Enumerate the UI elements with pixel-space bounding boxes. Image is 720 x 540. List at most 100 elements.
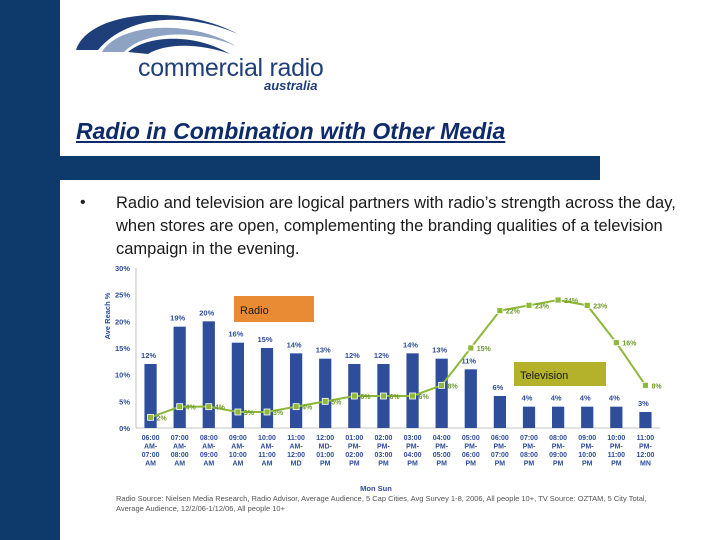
x-tick-label: PM xyxy=(349,461,360,468)
logo: commercial radio australia xyxy=(68,2,368,98)
radio-bar-label: 12% xyxy=(141,351,156,360)
television-point-label: 15% xyxy=(477,346,492,353)
y-tick-label: 20% xyxy=(115,317,130,326)
x-tick-label: PM- xyxy=(377,444,391,451)
x-tick-label: 06:00 xyxy=(142,435,160,442)
radio-bar xyxy=(406,353,419,428)
x-tick-label: PM xyxy=(611,461,622,468)
television-point xyxy=(642,381,649,389)
radio-bar xyxy=(435,358,448,428)
x-tick-label: AM- xyxy=(260,444,274,451)
radio-bar-label: 14% xyxy=(403,340,418,349)
radio-bar xyxy=(231,342,245,428)
x-tick-label: 07:00 xyxy=(171,435,189,442)
television-point-label: 23% xyxy=(535,303,550,310)
x-tick-label: 07:00 xyxy=(142,452,160,459)
television-point xyxy=(176,403,184,411)
radio-bar-label: 16% xyxy=(228,330,243,339)
radio-bar xyxy=(610,406,623,428)
left-navy-band xyxy=(0,0,60,540)
television-point-label: 6% xyxy=(389,394,400,401)
television-point xyxy=(525,301,533,309)
television-point xyxy=(612,339,620,347)
television-point-label: 22% xyxy=(506,309,521,316)
x-tick-label: 08:00 xyxy=(549,435,567,442)
x-tick-label: 09:00 xyxy=(578,435,596,442)
radio-bar-label: 15% xyxy=(257,335,272,344)
x-tick-label: PM xyxy=(582,461,593,468)
television-point xyxy=(205,403,213,411)
radio-bar xyxy=(639,412,652,428)
radio-bar-label: 14% xyxy=(287,340,302,349)
radio-bar-label: 13% xyxy=(432,346,447,355)
television-point xyxy=(409,392,416,400)
slide-title: Radio in Combination with Other Media xyxy=(76,118,506,144)
television-point-label: 8% xyxy=(448,383,459,390)
television-point-label: 6% xyxy=(419,394,430,401)
radio-bar-label: 19% xyxy=(170,314,185,323)
x-tick-label: AM- xyxy=(202,444,216,451)
radio-bar xyxy=(144,364,157,428)
x-tick-label: AM- xyxy=(144,444,158,451)
x-tick-label: AM xyxy=(203,461,214,468)
television-point xyxy=(496,307,504,315)
radio-bar xyxy=(581,406,594,428)
x-tick-label: 10:00 xyxy=(578,452,596,459)
television-point-label: 4% xyxy=(186,405,197,412)
television-point-label: 23% xyxy=(593,303,608,310)
x-tick-label: AM xyxy=(232,461,243,468)
x-tick-label: 11:00 xyxy=(637,435,655,442)
x-tick-label: AM xyxy=(145,461,156,468)
y-tick-label: 25% xyxy=(115,291,130,300)
television-point-label: 16% xyxy=(622,341,637,348)
x-tick-label: AM- xyxy=(290,444,304,451)
title-rule xyxy=(60,156,600,180)
y-tick-label: 5% xyxy=(119,397,130,406)
x-tick-label: 02:00 xyxy=(374,435,392,442)
x-tick-label: PM- xyxy=(552,444,566,451)
bullet-text: Radio and television are logical partner… xyxy=(116,194,676,258)
radio-bar-label: 3% xyxy=(638,399,649,408)
television-point-label: 3% xyxy=(244,410,255,417)
x-tick-label: 04:00 xyxy=(433,435,451,442)
x-tick-label: PM xyxy=(495,461,506,468)
television-point xyxy=(292,403,300,411)
x-tick-label: 10:00 xyxy=(258,435,276,442)
television-point xyxy=(554,296,562,304)
x-tick-label: MN xyxy=(640,461,651,468)
radio-bar-label: 13% xyxy=(316,346,331,355)
y-tick-label: 0% xyxy=(119,424,130,433)
television-point-label: 2% xyxy=(157,415,168,422)
x-tick-label: PM- xyxy=(406,444,420,451)
x-tick-label: 08:00 xyxy=(200,435,218,442)
radio-bar xyxy=(319,358,332,428)
x-tick-label: 10:00 xyxy=(229,452,247,459)
x-tick-label: PM xyxy=(436,461,447,468)
reach-chart: Ave Reach % Mon Sun 0% 5% 10% 15% 20% 25% 30% 1… xyxy=(103,264,662,493)
radio-bar-label: 20% xyxy=(199,308,214,317)
x-tick-label: PM- xyxy=(493,444,507,451)
radio-bar xyxy=(260,348,274,428)
x-tick-label: 12:00 xyxy=(287,452,305,459)
x-tick-label: PM- xyxy=(435,444,449,451)
x-tick-label: PM- xyxy=(610,444,624,451)
title-area: Radio in Combination with Other Media xyxy=(60,100,720,156)
x-tick-label: MD xyxy=(291,461,302,468)
x-tick-label: 06:00 xyxy=(462,452,480,459)
x-axis-label: Mon Sun xyxy=(360,484,392,493)
television-point-label: 4% xyxy=(215,405,226,412)
x-tick-label: PM xyxy=(378,461,389,468)
x-tick-label: AM- xyxy=(173,444,187,451)
television-point-label: 3% xyxy=(273,410,284,417)
radio-legend-label: Radio xyxy=(240,305,269,317)
bullet-icon: • xyxy=(80,194,86,211)
x-tick-label: PM xyxy=(466,461,477,468)
radio-bar-label: 12% xyxy=(374,351,389,360)
x-tick-label: AM- xyxy=(231,444,245,451)
x-tick-label: 11:00 xyxy=(608,452,626,459)
radio-bar-label: 4% xyxy=(609,394,620,403)
x-tick-label: 05:00 xyxy=(433,452,451,459)
y-tick-label: 10% xyxy=(115,371,130,380)
radio-bar-label: 4% xyxy=(580,394,591,403)
logo-wordmark: commercial radio xyxy=(138,54,324,82)
